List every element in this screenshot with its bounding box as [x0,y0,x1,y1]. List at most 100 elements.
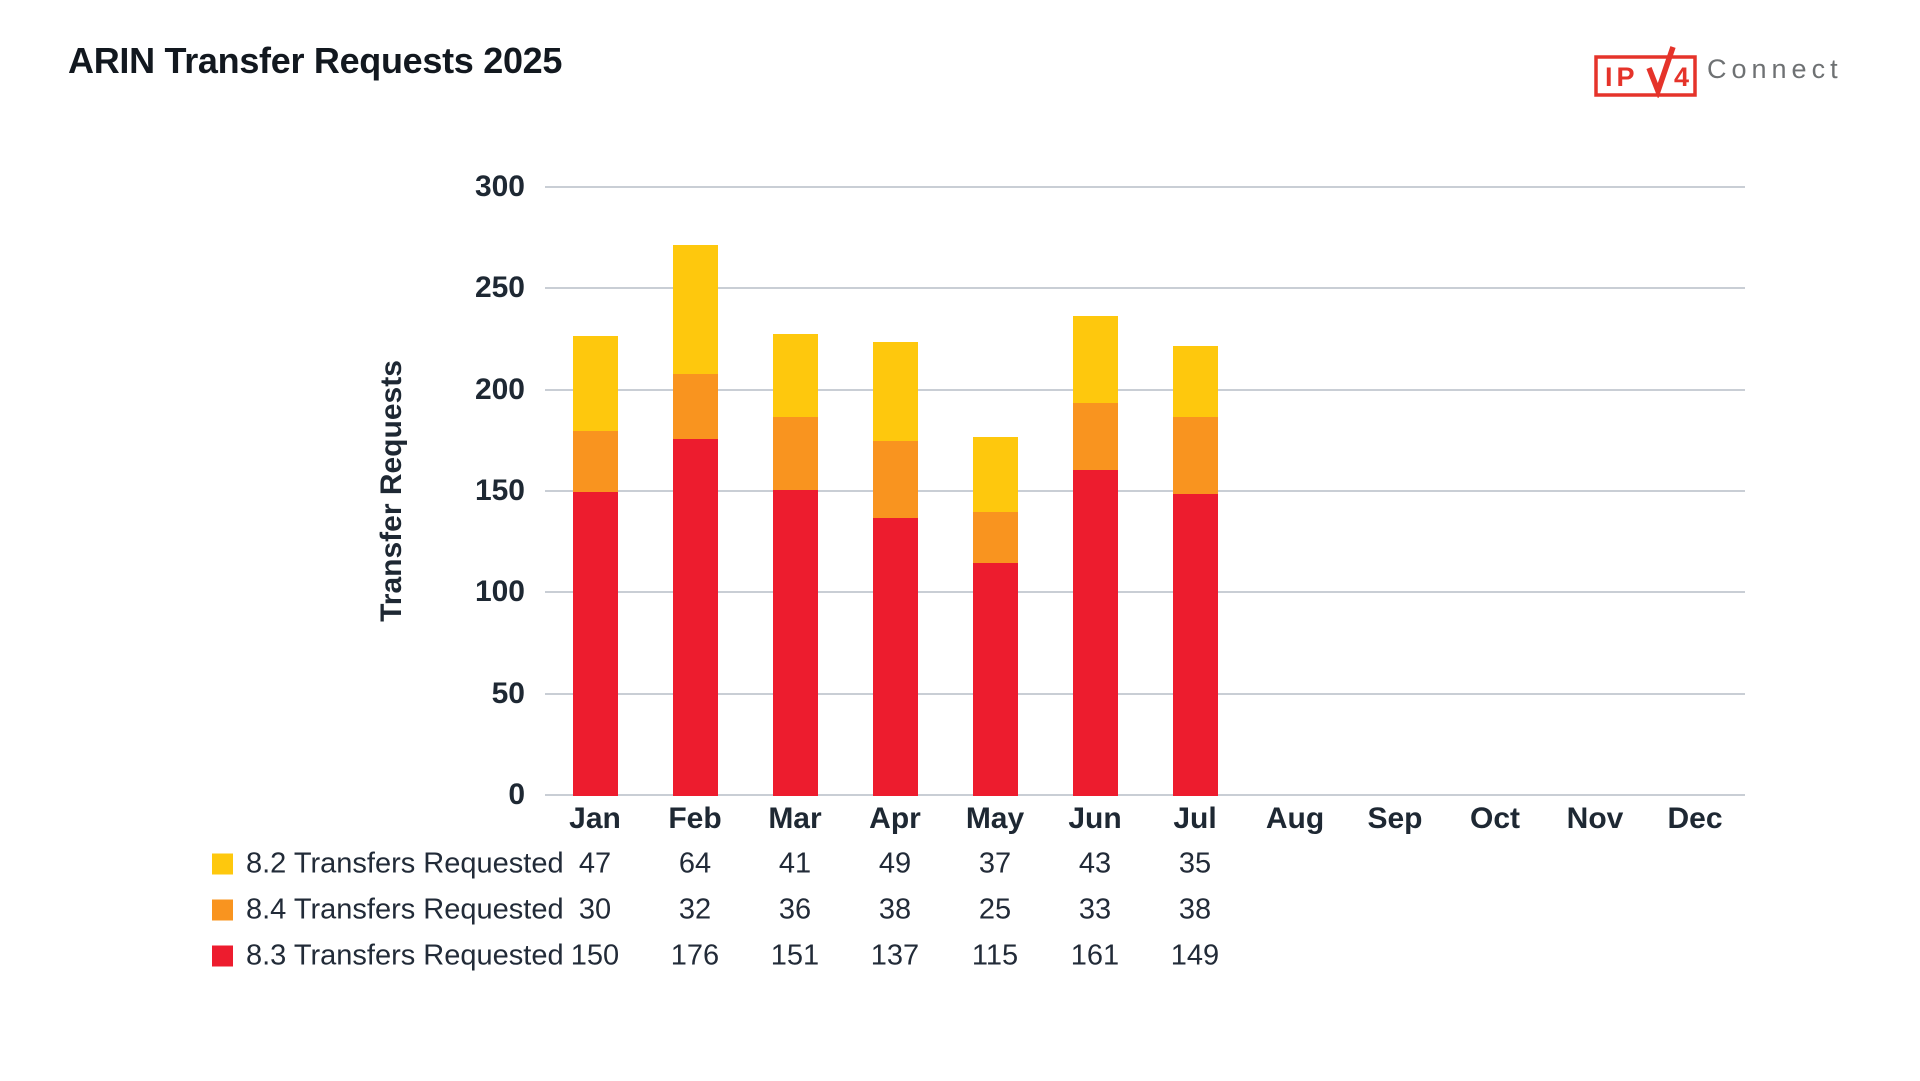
table-value: 151 [770,939,820,972]
legend-row-values: 47 64 41 49 37 43 35 [545,842,1745,886]
table-value: 25 [978,893,1012,926]
table-value: 32 [678,893,712,926]
x-axis-label: May [965,802,1025,835]
legend-swatch-8.4 [212,899,233,921]
gridline [545,692,1745,695]
table-value: 64 [678,847,712,880]
bar-segment-8.3 [972,562,1018,796]
legend-swatch-8.3 [212,945,233,967]
ipv4-logo-box: IP 4 [1594,46,1697,98]
logo-text-4: 4 [1674,62,1689,92]
gridline [545,794,1745,796]
gridline [545,186,1745,188]
logo-text-ip: IP [1605,62,1639,92]
bar-segment-8.4 [1072,402,1118,470]
table-value: 43 [1078,847,1112,880]
legend-label: 8.3 Transfers Requested [246,939,564,972]
bar-segment-8.2 [572,335,618,432]
bar-segment-8.4 [1172,417,1218,495]
legend-table-row: 8.2 Transfers Requested 47 64 41 49 37 43 35 [0,842,1920,886]
plot-area [545,186,1745,796]
x-axis-label: Apr [869,802,921,835]
bar-segment-8.3 [872,518,918,796]
ipv4-connect-logo: IP 4 Connect [1594,40,1843,98]
bar-segment-8.2 [672,244,718,375]
table-value: 38 [1178,893,1212,926]
table-value: 49 [878,847,912,880]
stacked-bar [872,342,918,796]
table-value: 36 [778,893,812,926]
table-value: 161 [1070,939,1120,972]
y-axis-tick-label: 150 [474,474,525,507]
bar-segment-8.2 [772,333,818,418]
legend-row-values: 150 176 151 137 115 161 149 [545,934,1745,978]
x-axis-labels: Jan Feb Mar Apr May Jun Jul Aug Sep Oct Nov Dec [545,802,1745,840]
legend-row-values: 30 32 36 38 25 33 38 [545,888,1745,932]
bar-segment-8.2 [872,342,918,442]
bar-segment-8.4 [572,431,618,492]
bar-segment-8.3 [572,492,618,796]
y-axis-tick-label: 100 [474,575,525,609]
bar-segment-8.4 [672,374,718,440]
x-axis-label: Jan [569,802,621,835]
y-axis-tick-label: 50 [491,676,525,710]
page-title: ARIN Transfer Requests 2025 [68,40,563,81]
checkmark-v-icon [1646,46,1676,98]
x-axis-label: Sep [1367,802,1423,835]
stacked-bar [972,437,1018,796]
table-value: 115 [971,939,1019,972]
table-value: 41 [778,847,812,880]
x-axis-label: Oct [1469,802,1520,835]
x-axis-label: Feb [668,802,722,835]
gridline [545,287,1745,290]
legend-table: 8.2 Transfers Requested 47 64 41 49 37 43 35 8.4… [0,842,1920,982]
stacked-bar [1172,346,1218,796]
x-axis-label: Nov [1566,802,1624,835]
bar-segment-8.3 [772,489,818,796]
bar-segment-8.2 [1172,346,1218,418]
table-value: 149 [1170,939,1220,972]
y-axis-tick-label: 250 [474,271,525,305]
table-value: 33 [1078,893,1112,926]
table-value: 30 [578,893,612,926]
legend-label: 8.4 Transfers Requested [246,893,564,926]
legend-table-row: 8.3 Transfers Requested 150 176 151 137 115 16… [0,934,1920,978]
legend-label: 8.2 Transfers Requested [246,847,564,880]
legend-swatch-8.2 [212,853,233,875]
y-axis-tick-label: 0 [508,778,525,811]
table-value: 137 [870,939,920,972]
logo-suffix: Connect [1707,53,1843,84]
gridline [545,591,1745,594]
table-value: 176 [670,939,720,972]
table-value: 38 [878,893,912,926]
x-axis-label: Mar [768,802,822,835]
stacked-bar [772,333,818,796]
bar-segment-8.4 [872,441,918,519]
y-axis-tick-label: 200 [474,372,525,406]
bar-segment-8.2 [1072,315,1118,403]
stacked-bar [572,335,618,796]
bar-segment-8.3 [1072,469,1118,796]
bar-segment-8.3 [672,439,718,796]
bar-segment-8.2 [972,437,1018,513]
bar-segment-8.3 [1172,494,1218,796]
x-axis-label: Aug [1265,802,1325,835]
bar-segment-8.4 [772,417,818,490]
y-axis-tick-label: 300 [474,170,525,203]
x-axis-label: Jul [1173,802,1217,835]
y-axis-tick-labels: 0 50 100 150 200 250 300 [360,170,525,811]
bar-segment-8.4 [972,512,1018,563]
table-value: 35 [1178,847,1212,880]
stacked-bar [672,244,718,796]
legend-table-row: 8.4 Transfers Requested 30 32 36 38 25 33 38 [0,888,1920,932]
x-axis-label: Dec [1667,802,1723,835]
x-axis-label: Jun [1068,802,1122,835]
gridline [545,490,1745,492]
logo-border [1594,55,1697,97]
gridline [545,388,1745,391]
table-value: 150 [570,939,620,972]
stacked-bar [1072,315,1118,796]
table-value: 37 [978,847,1012,880]
table-value: 47 [578,847,612,880]
